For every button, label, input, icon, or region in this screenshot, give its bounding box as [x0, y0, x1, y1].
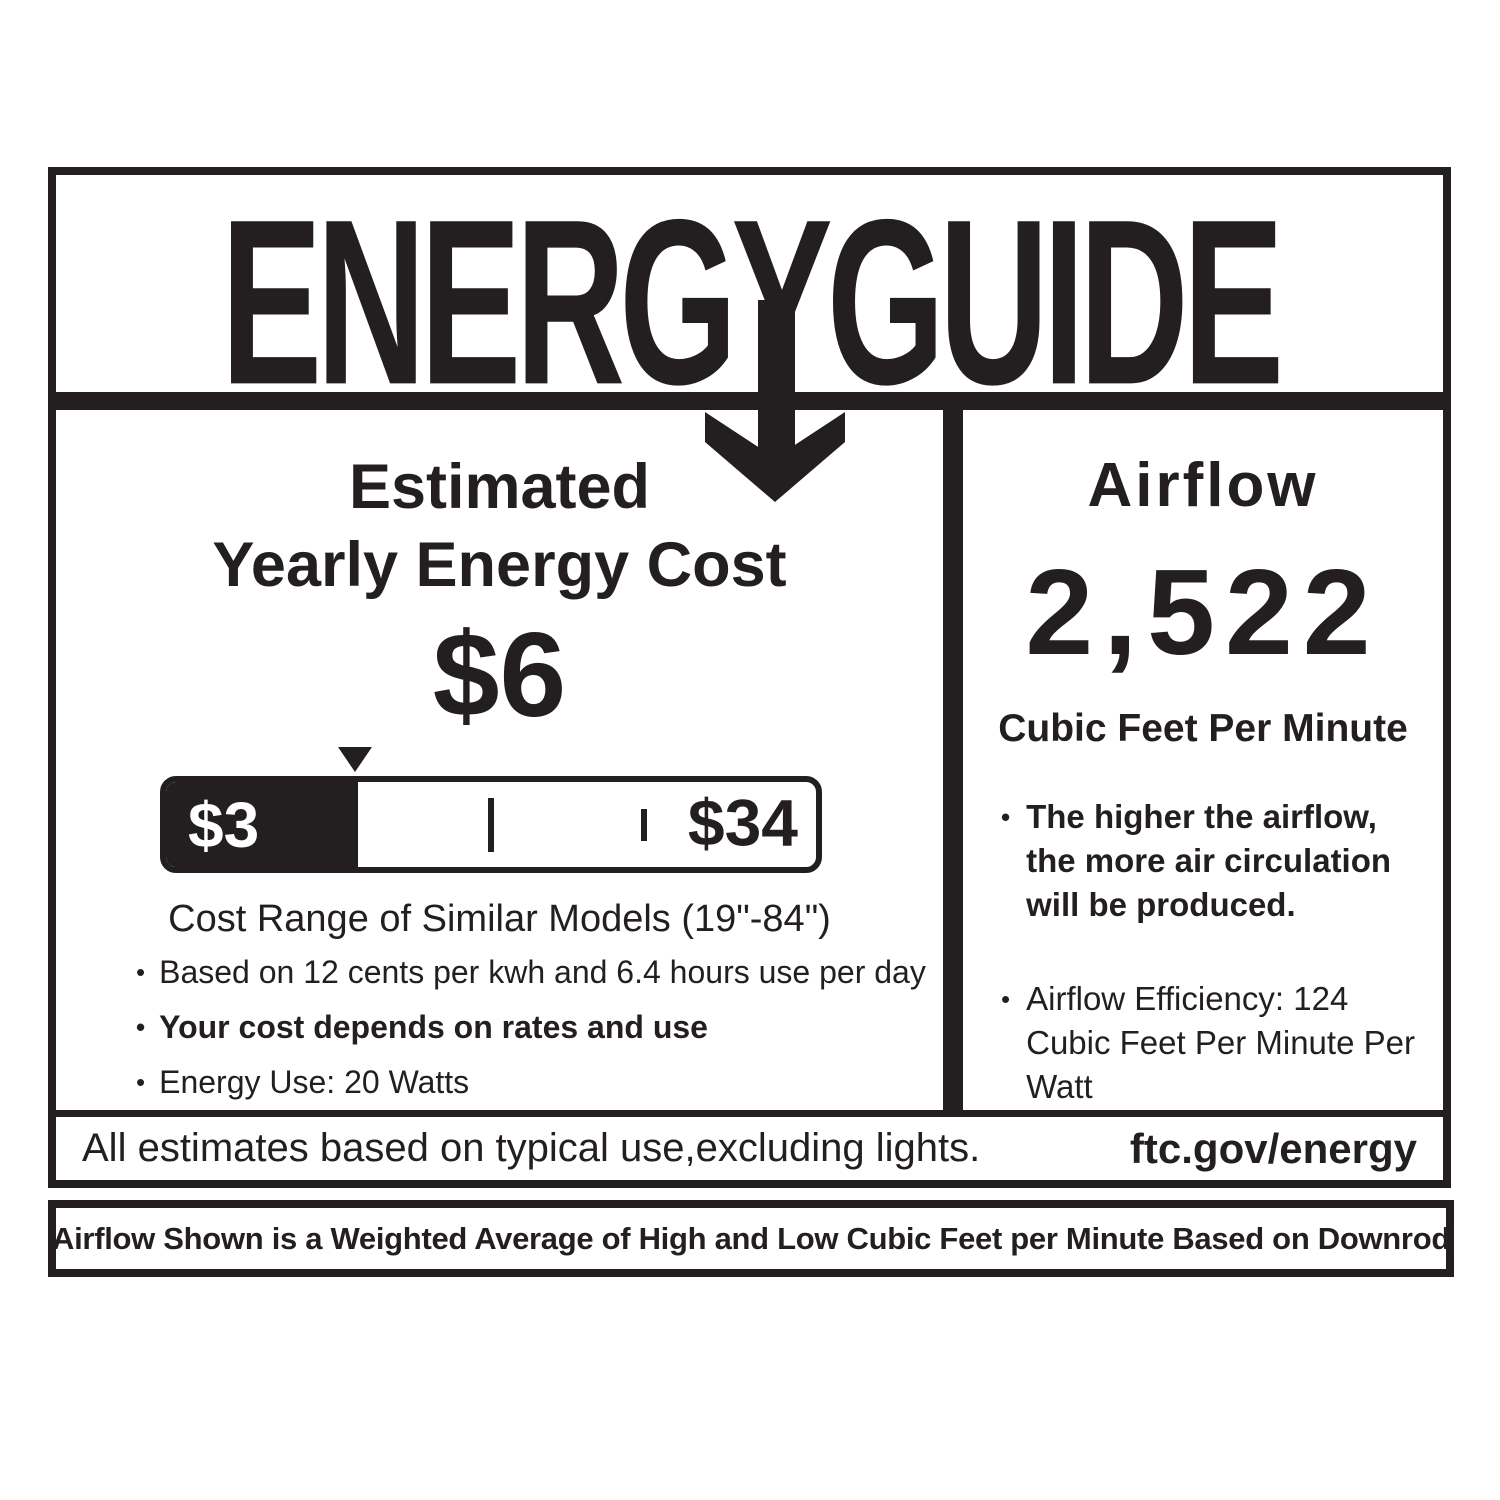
- bullet-item: • The higher the airflow, the more air c…: [1001, 795, 1421, 927]
- panel-divider: [943, 410, 963, 1110]
- bullet-icon: •: [136, 1067, 146, 1097]
- label-main-box: ENERGYGUIDE Estimated Yearly Energy Cost…: [48, 167, 1451, 1188]
- airflow-heading: Airflow: [1087, 451, 1319, 520]
- footer-band: All estimates based on typical use,exclu…: [56, 1117, 1443, 1180]
- airflow-value: 2,522: [1025, 544, 1381, 680]
- title-band: ENERGYGUIDE: [56, 171, 1443, 435]
- bullet-item: • Energy Use: 20 Watts: [136, 1063, 926, 1101]
- bullet-icon: •: [1001, 984, 1011, 1014]
- bullet-item: • Your cost depends on rates and use: [136, 1008, 926, 1046]
- airflow-panel: Airflow 2,522 Cubic Feet Per Minute • Th…: [963, 410, 1443, 1110]
- airflow-unit: Cubic Feet Per Minute: [998, 707, 1408, 750]
- cost-range-caption: Cost Range of Similar Models (19"-84"): [168, 898, 831, 940]
- estimated-cost-panel: Estimated Yearly Energy Cost $6 $3 $34: [56, 410, 943, 1110]
- bullet-icon: •: [136, 1012, 146, 1042]
- label-panels: Estimated Yearly Energy Cost $6 $3 $34: [56, 410, 1443, 1110]
- downrod-note: Airflow Shown is a Weighted Average of H…: [52, 1220, 1450, 1256]
- range-marker-icon: [338, 747, 373, 772]
- downrod-strip: Airflow Shown is a Weighted Average of H…: [48, 1200, 1454, 1277]
- cost-range-track: $3 $34: [160, 776, 822, 873]
- bullet-text: Airflow Efficiency: 124 Cubic Feet Per M…: [1026, 980, 1415, 1105]
- tick-icon: [640, 808, 647, 841]
- cost-max-label: $34: [687, 785, 798, 860]
- airflow-bullet-list: • The higher the airflow, the more air c…: [1001, 795, 1421, 1159]
- ftc-url: ftc.gov/energy: [1129, 1124, 1417, 1172]
- bullet-text: Your cost depends on rates and use: [159, 1009, 708, 1045]
- cost-range-fill: $3: [166, 782, 358, 867]
- estimated-cost-heading: Estimated Yearly Energy Cost: [56, 448, 943, 604]
- cost-value: $6: [432, 608, 567, 742]
- label-title: ENERGYGUIDE: [220, 171, 1284, 435]
- bullet-icon: •: [1001, 802, 1011, 832]
- bullet-text: Based on 12 cents per kwh and 6.4 hours …: [159, 954, 926, 990]
- heading-line2: Yearly Energy Cost: [212, 530, 787, 600]
- bullet-text: Energy Use: 20 Watts: [159, 1064, 470, 1100]
- footer-divider: [56, 1110, 1443, 1117]
- bullet-icon: •: [136, 957, 146, 987]
- cost-bullet-list: • Based on 12 cents per kwh and 6.4 hour…: [136, 953, 926, 1118]
- bullet-text: The higher the airflow, the more air cir…: [1026, 798, 1392, 923]
- footer-note: All estimates based on typical use,exclu…: [82, 1126, 981, 1170]
- tick-icon: [487, 797, 494, 852]
- cost-min-label: $3: [188, 788, 260, 861]
- cost-range-bar: $3 $34: [160, 745, 822, 875]
- bullet-item: • Based on 12 cents per kwh and 6.4 hour…: [136, 953, 926, 991]
- heading-line1: Estimated: [348, 452, 651, 522]
- bullet-item: • Airflow Efficiency: 124 Cubic Feet Per…: [1001, 977, 1421, 1109]
